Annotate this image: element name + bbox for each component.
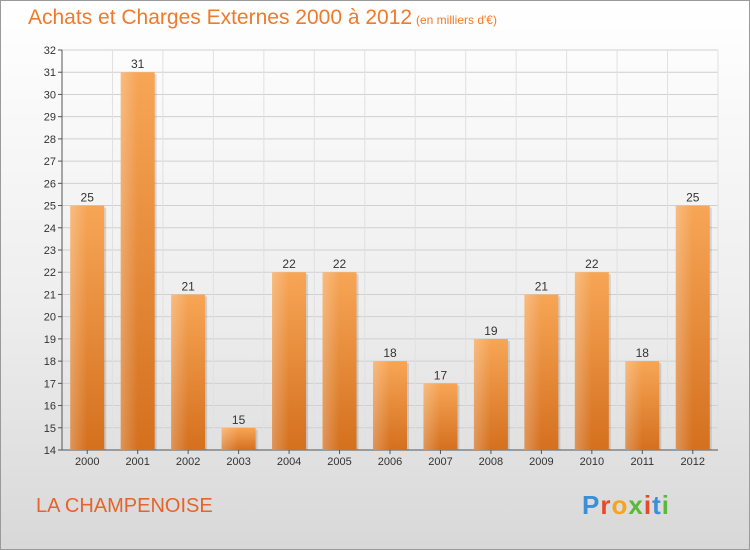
data-label-2004: 22 (282, 257, 296, 271)
data-label-2008: 19 (484, 324, 498, 338)
x-tick-label-2000: 2000 (75, 456, 99, 468)
x-tick-label-2006: 2006 (378, 456, 402, 468)
data-label-2001: 31 (131, 57, 145, 71)
y-tick-label: 18 (44, 356, 56, 368)
bar-highlight (373, 361, 390, 450)
bar-highlight (272, 272, 290, 450)
y-tick-label: 29 (44, 112, 56, 124)
bar-highlight (70, 205, 88, 450)
bar-highlight (423, 383, 441, 450)
y-tick-label: 23 (44, 245, 56, 257)
y-tick-label: 21 (44, 289, 56, 301)
chart-title: Achats et Charges Externes 2000 à 2012 (28, 6, 413, 29)
y-tick-label: 17 (44, 378, 56, 390)
logo-letter: P (582, 490, 601, 520)
bar-highlight (322, 272, 340, 450)
data-label-2010: 22 (585, 257, 599, 271)
data-label-2002: 21 (181, 279, 195, 293)
y-tick-label: 16 (44, 401, 56, 413)
x-tick-label-2011: 2011 (630, 456, 654, 468)
y-tick-label: 32 (44, 45, 56, 57)
x-tick-label-2007: 2007 (428, 456, 452, 468)
x-tick-label-2001: 2001 (125, 456, 149, 468)
logo-letter: t (652, 490, 662, 520)
data-label-2012: 25 (686, 191, 700, 205)
data-label-2007: 17 (434, 368, 448, 382)
logo-letter: x (628, 490, 644, 520)
bar-highlight (473, 338, 491, 450)
y-tick-label: 27 (44, 156, 56, 168)
y-tick-label: 20 (44, 312, 56, 324)
y-tick-label: 25 (44, 201, 56, 213)
bar-highlight (574, 272, 592, 450)
y-tick-label: 31 (44, 67, 56, 79)
bar-highlight (675, 205, 693, 450)
x-tick-label-2008: 2008 (479, 456, 503, 468)
bar-highlight (120, 72, 138, 450)
x-tick-label-2003: 2003 (226, 456, 250, 468)
data-label-2006: 18 (383, 346, 397, 360)
y-tick-label: 15 (44, 423, 56, 435)
labels: 14 15 16 17 18 19 20 21 22 23 24 25 26 27 28 29 30 31 32 25… (44, 45, 705, 468)
x-tick-label-2009: 2009 (529, 456, 553, 468)
bar-highlight (524, 294, 542, 450)
bar-highlight (625, 361, 643, 450)
x-tick-label-2010: 2010 (580, 456, 604, 468)
bars (70, 72, 712, 450)
y-tick-label: 22 (44, 267, 56, 279)
proxiti-logo[interactable]: Proxiti (582, 490, 670, 521)
x-tick-label-2002: 2002 (176, 456, 200, 468)
bar-highlight (221, 427, 239, 450)
place-name: LA CHAMPENOISE (36, 495, 213, 517)
x-tick-label-2004: 2004 (277, 456, 301, 468)
data-label-2000: 25 (81, 191, 95, 205)
logo-letter: r (600, 490, 612, 520)
y-tick-label: 30 (44, 89, 56, 101)
x-tick-label-2012: 2012 (681, 456, 705, 468)
logo-letter: i (643, 490, 653, 520)
y-tick-label: 28 (44, 134, 56, 146)
data-label-2003: 15 (232, 413, 246, 427)
y-tick-label: 26 (44, 178, 56, 190)
chart-subtitle: (en milliers d'€) (416, 13, 497, 27)
y-tick-label: 24 (44, 223, 56, 235)
x-tick-label-2005: 2005 (327, 456, 351, 468)
data-label-2011: 18 (636, 346, 650, 360)
y-tick-label: 19 (44, 334, 56, 346)
y-tick-label: 14 (44, 445, 56, 457)
logo-letter: o (611, 490, 629, 520)
logo-letter: i (661, 490, 670, 520)
data-label-2009: 21 (535, 279, 549, 293)
bar-highlight (171, 294, 189, 450)
data-label-2005: 22 (333, 257, 347, 271)
